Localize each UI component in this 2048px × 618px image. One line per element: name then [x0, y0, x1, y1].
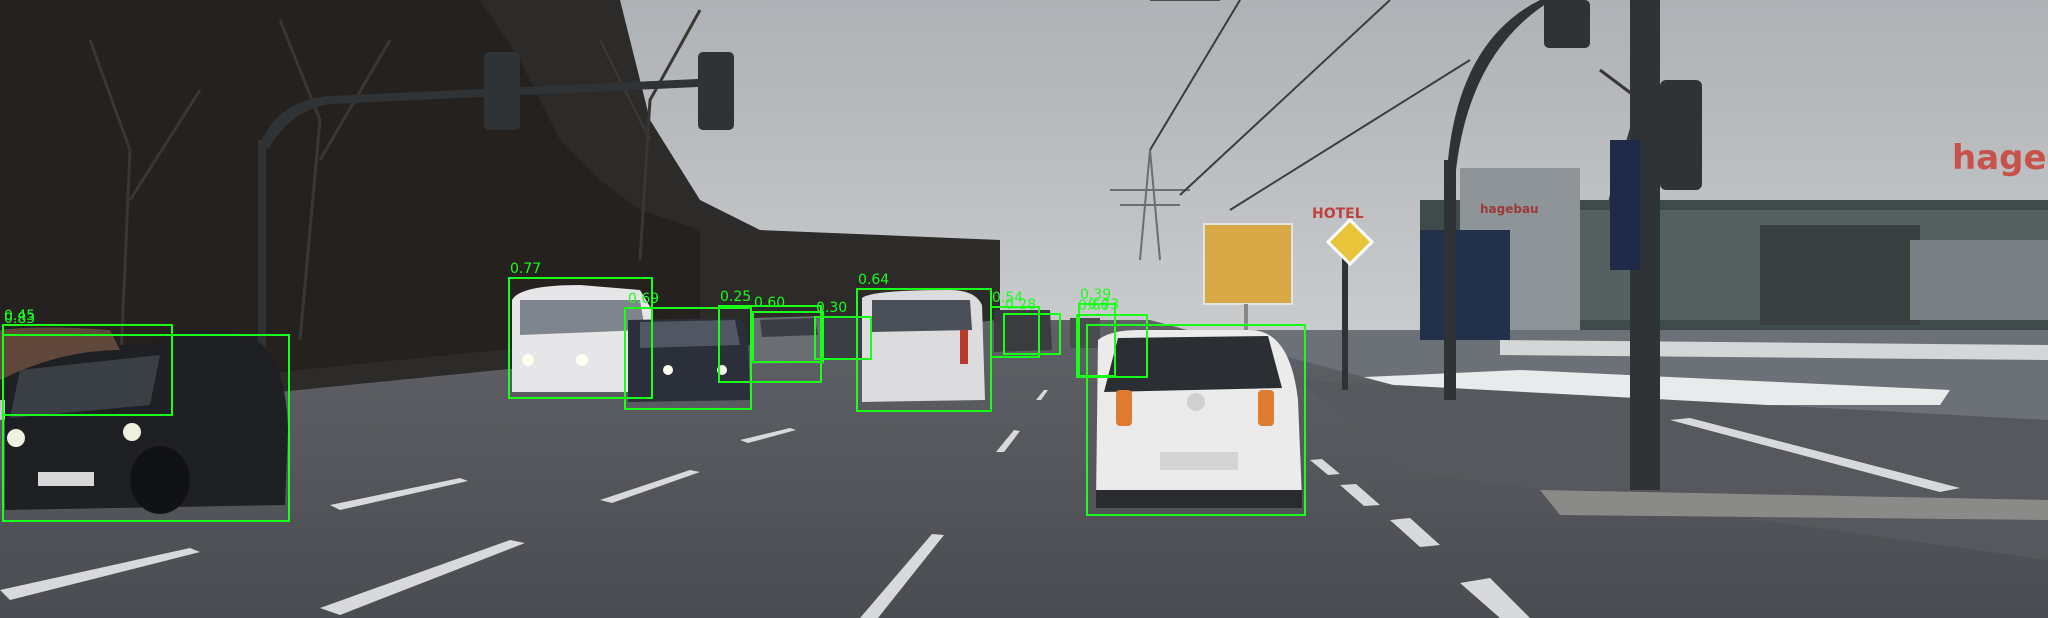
hotel-sign-text: HOTEL [1312, 206, 1364, 222]
detection-score: 0.83 [4, 311, 36, 327]
detection-score: 0.60 [754, 295, 786, 311]
detection-box: 0.30 [814, 301, 872, 360]
detection-box: 0.73 [1086, 298, 1306, 516]
detection-score: 0.25 [720, 289, 752, 305]
detection-score: 0.54 [992, 290, 1024, 306]
detection-score: 0.73 [1088, 297, 1120, 313]
store-sign-text: hage [1952, 138, 2047, 178]
detection-box: 0.83 [2, 312, 290, 522]
detection-score: 0.64 [858, 272, 890, 288]
detection-box: 0.28 [1003, 298, 1061, 355]
detection-score: 0.77 [510, 261, 542, 277]
detection-score: 0.39 [1080, 287, 1112, 303]
detection-score: 0.28 [1005, 297, 1037, 313]
detection-box: 0.60 [752, 296, 824, 363]
detection-score: 0.30 [816, 300, 848, 316]
detection-score: 0.66 [1078, 298, 1110, 314]
detection-box: 0.69 [624, 292, 752, 410]
detection-box: 0.25 [718, 290, 822, 383]
detection-score: 0.69 [628, 291, 660, 307]
detection-box: 0.54 [990, 291, 1040, 358]
detection-score: 0.45 [4, 308, 36, 324]
detection-box: 0.64 [856, 273, 992, 412]
detection-box: 0.66 [1076, 299, 1148, 378]
store-logo-text: hagebau [1480, 202, 1539, 216]
detection-box: 0.77 [508, 262, 653, 399]
